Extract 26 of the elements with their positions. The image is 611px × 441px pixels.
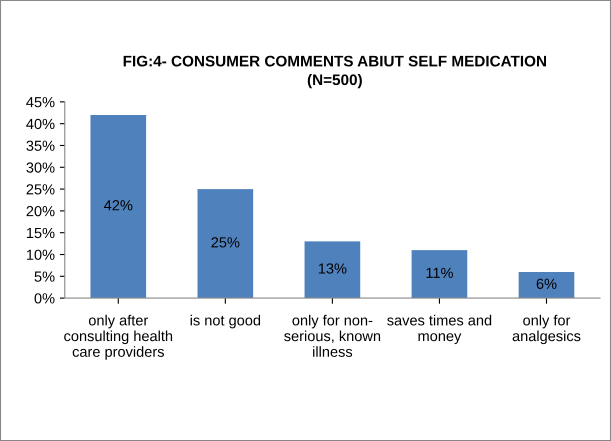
x-tick-label: saves times and money: [387, 314, 492, 344]
y-tick-label: 45%: [26, 97, 55, 108]
data-label: 25%: [211, 237, 240, 248]
x-tick-label: only after consulting health care providers: [64, 314, 172, 360]
y-tick-label: 35%: [26, 140, 55, 151]
data-label: 42%: [104, 200, 132, 210]
bar: [518, 272, 574, 298]
y-tick-label: 0%: [34, 293, 55, 304]
y-tick-label: 30%: [26, 162, 55, 173]
x-tick-label: is not good: [190, 314, 260, 328]
data-label: 6%: [536, 278, 556, 289]
bar: [304, 241, 360, 298]
x-tick-label: only for analgesics: [512, 314, 580, 344]
x-tick-label: only for non- serious, known illness: [284, 314, 380, 357]
chart-title: FIG:4- CONSUMER COMMENTS ABIUT SELF MEDICATION (N=500): [124, 56, 546, 88]
data-label: 11%: [426, 268, 453, 278]
y-tick-label: 20%: [26, 206, 55, 216]
y-tick-label: 5%: [34, 271, 55, 282]
y-tick-label: 10%: [26, 250, 55, 260]
y-tick-label: 15%: [26, 228, 55, 238]
data-label: 13%: [318, 263, 346, 274]
bar: [198, 189, 254, 298]
y-tick-label: 40%: [26, 118, 55, 130]
bar: [412, 250, 468, 298]
bar: [90, 114, 146, 298]
y-tick-label: 25%: [26, 184, 55, 195]
